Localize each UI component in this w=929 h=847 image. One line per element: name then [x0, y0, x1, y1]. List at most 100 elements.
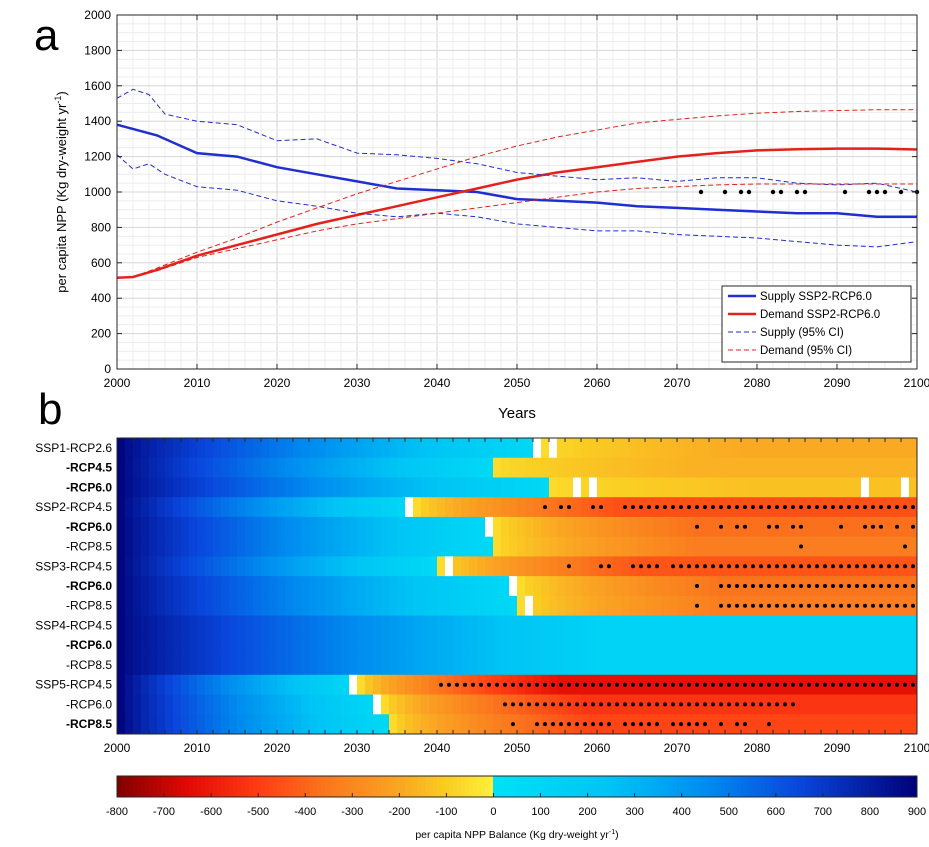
heatmap-cell: [541, 595, 550, 616]
heatmap-cell: [413, 655, 422, 676]
colorbar-segment: [205, 776, 210, 797]
colorbar-segment: [397, 776, 402, 797]
heatmap-cell: [277, 536, 286, 557]
heatmap-cell: [253, 635, 262, 656]
colorbar-segment: [461, 776, 466, 797]
heatmap-cell: [325, 576, 334, 597]
colorbar-segment: [841, 776, 846, 797]
heatmap-cell: [365, 595, 374, 616]
heatmap-cell: [173, 576, 182, 597]
heatmap-cell: [797, 615, 806, 636]
heatmap-cell: [301, 615, 310, 636]
heatmap-cell: [613, 457, 622, 478]
heatmap-dot: [863, 603, 867, 608]
heatmap-cell: [589, 536, 598, 557]
heatmap-cell: [573, 655, 582, 676]
heatmap-dot: [783, 603, 787, 608]
colorbar-segment: [869, 776, 874, 797]
heatmap-cell: [805, 516, 814, 538]
panel-a-markers: [698, 189, 920, 195]
heatmap-cell: [661, 438, 670, 459]
heatmap-cell: [661, 714, 670, 735]
heatmap-x-tick-label: 2010: [184, 741, 211, 755]
heatmap-cell: [309, 497, 318, 518]
heatmap-cell: [845, 615, 854, 636]
heatmap-cell: [789, 477, 798, 498]
heatmap-dot: [591, 682, 595, 687]
heatmap-cell: [285, 556, 294, 577]
heatmap-cell: [821, 615, 830, 636]
heatmap-dot: [871, 505, 875, 510]
colorbar-segment: [641, 776, 646, 797]
heatmap-cell: [477, 438, 486, 459]
heatmap-cell: [581, 595, 590, 616]
heatmap-cell: [485, 655, 494, 676]
heatmap-cell: [213, 536, 222, 557]
heatmap-cell: [773, 477, 782, 498]
heatmap-dot: [671, 564, 675, 569]
heatmap-cell: [677, 655, 686, 676]
heatmap-cell: [213, 714, 222, 735]
heatmap-cell: [413, 516, 422, 538]
heatmap-cell: [845, 536, 854, 557]
heatmap-dot: [607, 682, 611, 687]
heatmap-cell: [837, 536, 846, 557]
heatmap-cell: [445, 576, 454, 597]
heatmap-cell: [541, 556, 550, 577]
heatmap-cell: [277, 615, 286, 636]
heatmap-dot: [767, 603, 771, 608]
heatmap-cell: [773, 655, 782, 676]
heatmap-cell: [261, 438, 270, 459]
heatmap-cell: [301, 694, 310, 715]
colorbar-segment: [193, 776, 198, 797]
heatmap-dot: [687, 702, 691, 707]
heatmap-dot: [799, 564, 803, 569]
heatmap-cell: [597, 516, 606, 538]
colorbar-segment: [817, 776, 822, 797]
heatmap-cell: [133, 714, 142, 735]
heatmap-cell: [149, 595, 158, 616]
colorbar-segment: [861, 776, 866, 797]
heatmap-cell: [429, 457, 438, 478]
heatmap-cell: [517, 457, 526, 478]
heatmap-cell: [277, 457, 286, 478]
heatmap-dot: [591, 722, 595, 727]
heatmap-dot: [751, 682, 755, 687]
heatmap-cell: [437, 536, 446, 557]
heatmap-cell: [629, 438, 638, 459]
heatmap-cell: [549, 595, 558, 616]
heatmap-cell: [237, 457, 246, 478]
colorbar-segment: [849, 776, 854, 797]
heatmap-cell: [381, 438, 390, 459]
heatmap-cell: [845, 477, 854, 498]
heatmap-cell: [485, 477, 494, 498]
colorbar-segment: [821, 776, 826, 797]
heatmap-cell: [789, 536, 798, 557]
heatmap-cell: [253, 694, 262, 715]
heatmap-cell: [357, 714, 366, 735]
heatmap-cell: [125, 438, 134, 459]
heatmap-cell: [477, 477, 486, 498]
heatmap-cell: [821, 477, 830, 498]
heatmap-cell: [309, 556, 318, 577]
heatmap-cell: [309, 595, 318, 616]
heatmap-cell: [213, 576, 222, 597]
heatmap-cell: [317, 635, 326, 656]
heatmap-cell: [597, 595, 606, 616]
heatmap-cell: [869, 477, 878, 498]
heatmap-cell: [213, 635, 222, 656]
panel-a-grid: [117, 15, 917, 369]
heatmap-cell: [453, 556, 462, 577]
heatmap-cell: [861, 615, 870, 636]
heatmap-cell: [381, 714, 390, 735]
heatmap-cell: [821, 516, 830, 538]
heatmap-cell: [413, 615, 422, 636]
heatmap-cell: [293, 635, 302, 656]
heatmap-cell: [733, 438, 742, 459]
heatmap-cell: [669, 595, 678, 616]
heatmap-cell: [493, 576, 502, 597]
heatmap-dot: [567, 682, 571, 687]
heatmap-cell: [133, 556, 142, 577]
colorbar-segment: [761, 776, 766, 797]
panel-a-lines: [116, 88, 918, 280]
